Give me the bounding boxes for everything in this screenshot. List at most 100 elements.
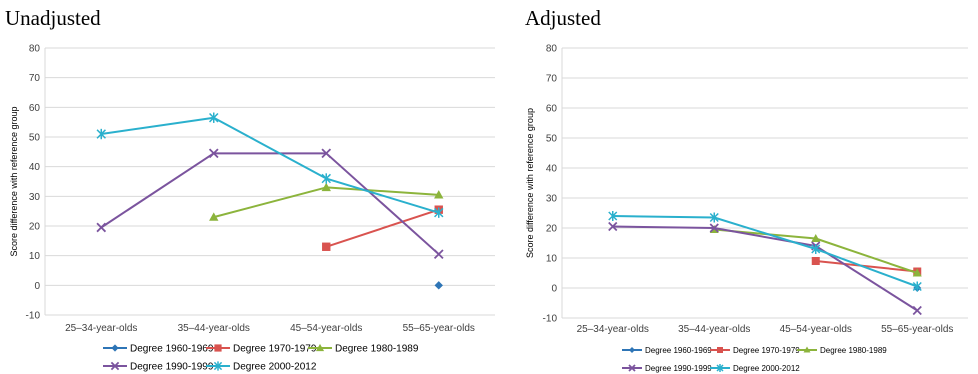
y-axis-label: Score difference with reference group	[525, 108, 535, 258]
legend-item: Degree 1960-1969	[103, 344, 214, 355]
y-tick-label: -10	[543, 314, 558, 325]
series-degree-2000-2012	[608, 211, 922, 292]
legend-label: Degree 1990-1999	[645, 364, 712, 373]
data-point	[96, 128, 106, 140]
y-axis-ticks: -10 0 10 20 30 40 50 60 70 80	[543, 44, 558, 325]
legend-label: Degree 1980-1989	[335, 344, 419, 355]
series-degree-1970-1979	[811, 257, 922, 276]
y-tick-label: 0	[34, 281, 40, 292]
series-group	[608, 211, 922, 316]
y-tick-label: 10	[546, 254, 558, 265]
legend-label: Degree 2000-2012	[233, 362, 317, 373]
x-tick-label: 45–54-year-olds	[780, 324, 852, 335]
series-line	[101, 116, 440, 214]
y-axis-label: Score difference with reference group	[9, 107, 19, 257]
legend-item: Degree 1990-1999	[622, 364, 712, 373]
series-degree-1990-1999	[608, 221, 922, 316]
y-axis-ticks: -10 0 10 20 30 40 50 60 70 80	[26, 44, 41, 322]
x-tick-label: 25–34-year-olds	[65, 323, 137, 334]
legend-marker	[111, 344, 119, 352]
data-point	[811, 234, 821, 242]
gridlines	[562, 47, 968, 319]
data-point	[608, 221, 618, 232]
x-tick-label: 35–44-year-olds	[178, 323, 250, 334]
legend-marker	[717, 347, 723, 353]
data-point	[209, 112, 219, 123]
legend-label: Degree 2000-2012	[733, 364, 800, 373]
series-line	[325, 208, 440, 248]
legend-label: Degree 1960-1969	[645, 346, 712, 355]
chart-title: Adjusted	[525, 6, 601, 30]
legend-marker	[716, 364, 724, 372]
series-group	[96, 112, 444, 290]
legend-item: Degree 1980-1989	[308, 344, 419, 355]
data-point	[434, 190, 444, 199]
y-tick-label: 50	[29, 133, 41, 144]
y-tick-label: 10	[29, 251, 41, 262]
data-point	[209, 212, 219, 221]
legend-marker	[214, 344, 222, 352]
series-line	[100, 152, 440, 255]
y-tick-label: 80	[546, 44, 558, 55]
legend-marker	[315, 343, 325, 352]
series-line	[815, 260, 918, 273]
legend: Degree 1960-1969 Degree 1970-1979 Degree 1…	[622, 346, 887, 373]
data-point	[709, 212, 719, 223]
data-point	[434, 207, 444, 218]
data-point	[208, 148, 219, 159]
y-tick-label: 60	[29, 103, 41, 114]
y-tick-label: 80	[29, 44, 41, 55]
y-tick-label: 40	[546, 164, 558, 175]
y-tick-label: 30	[546, 194, 558, 205]
data-point	[811, 244, 821, 254]
legend-label: Degree 1970-1979	[733, 346, 800, 355]
y-tick-label: 20	[546, 224, 558, 235]
series-line	[612, 215, 918, 288]
y-tick-label: 60	[546, 104, 558, 115]
legend-item: Degree 1960-1969	[622, 346, 712, 355]
x-tick-label: 35–44-year-olds	[678, 324, 750, 335]
data-point	[322, 242, 331, 251]
data-point	[433, 249, 444, 260]
series-degree-1960-1969	[434, 281, 443, 290]
chart-title: Unadjusted	[5, 6, 101, 30]
data-point	[321, 148, 332, 159]
data-point	[811, 257, 820, 265]
legend-marker	[629, 347, 635, 353]
legend-label: Degree 1990-1999	[130, 362, 214, 373]
legend-item: Degree 2000-2012	[710, 364, 800, 373]
legend-label: Degree 1970-1979	[233, 344, 317, 355]
series-degree-1990-1999	[96, 148, 444, 260]
x-axis-categories: 25–34-year-olds 35–44-year-olds 45–54-year…	[577, 324, 954, 335]
y-tick-label: 30	[29, 192, 41, 203]
legend-item: Degree 1990-1999	[103, 362, 214, 373]
legend-item: Degree 1970-1979	[206, 344, 317, 355]
data-point	[321, 182, 331, 192]
data-point	[434, 281, 443, 290]
x-tick-label: 45–54-year-olds	[290, 323, 362, 334]
gridlines	[45, 47, 495, 316]
data-point	[608, 211, 618, 221]
legend-marker	[803, 346, 811, 353]
data-point	[709, 223, 719, 233]
y-tick-label: 0	[551, 284, 557, 295]
data-point	[912, 305, 922, 316]
legend-marker	[628, 364, 636, 372]
legend-item: Degree 2000-2012	[206, 361, 317, 373]
x-axis-categories: 25–34-year-olds 35–44-year-olds 45–54-year…	[65, 323, 475, 334]
legend-item: Degree 1980-1989	[797, 346, 887, 355]
data-point	[912, 268, 922, 277]
legend-label: Degree 1960-1969	[130, 344, 214, 355]
series-degree-1980-1989	[209, 182, 444, 221]
legend-item: Degree 1970-1979	[710, 346, 800, 355]
legend-marker	[213, 361, 223, 371]
data-point	[96, 222, 107, 233]
legend-label: Degree 1980-1989	[820, 346, 887, 355]
series-degree-1970-1979	[322, 205, 443, 251]
legend: Degree 1960-1969 Degree 1970-1979 Degree 1…	[103, 344, 419, 373]
chart-panel-1: Unadjusted -10 0 10 20 30 40 50 60 70 80 Score diff…	[5, 6, 495, 373]
x-tick-label: 55–65-year-olds	[403, 323, 475, 334]
y-tick-label: 50	[546, 134, 558, 145]
y-tick-label: 70	[29, 73, 41, 84]
